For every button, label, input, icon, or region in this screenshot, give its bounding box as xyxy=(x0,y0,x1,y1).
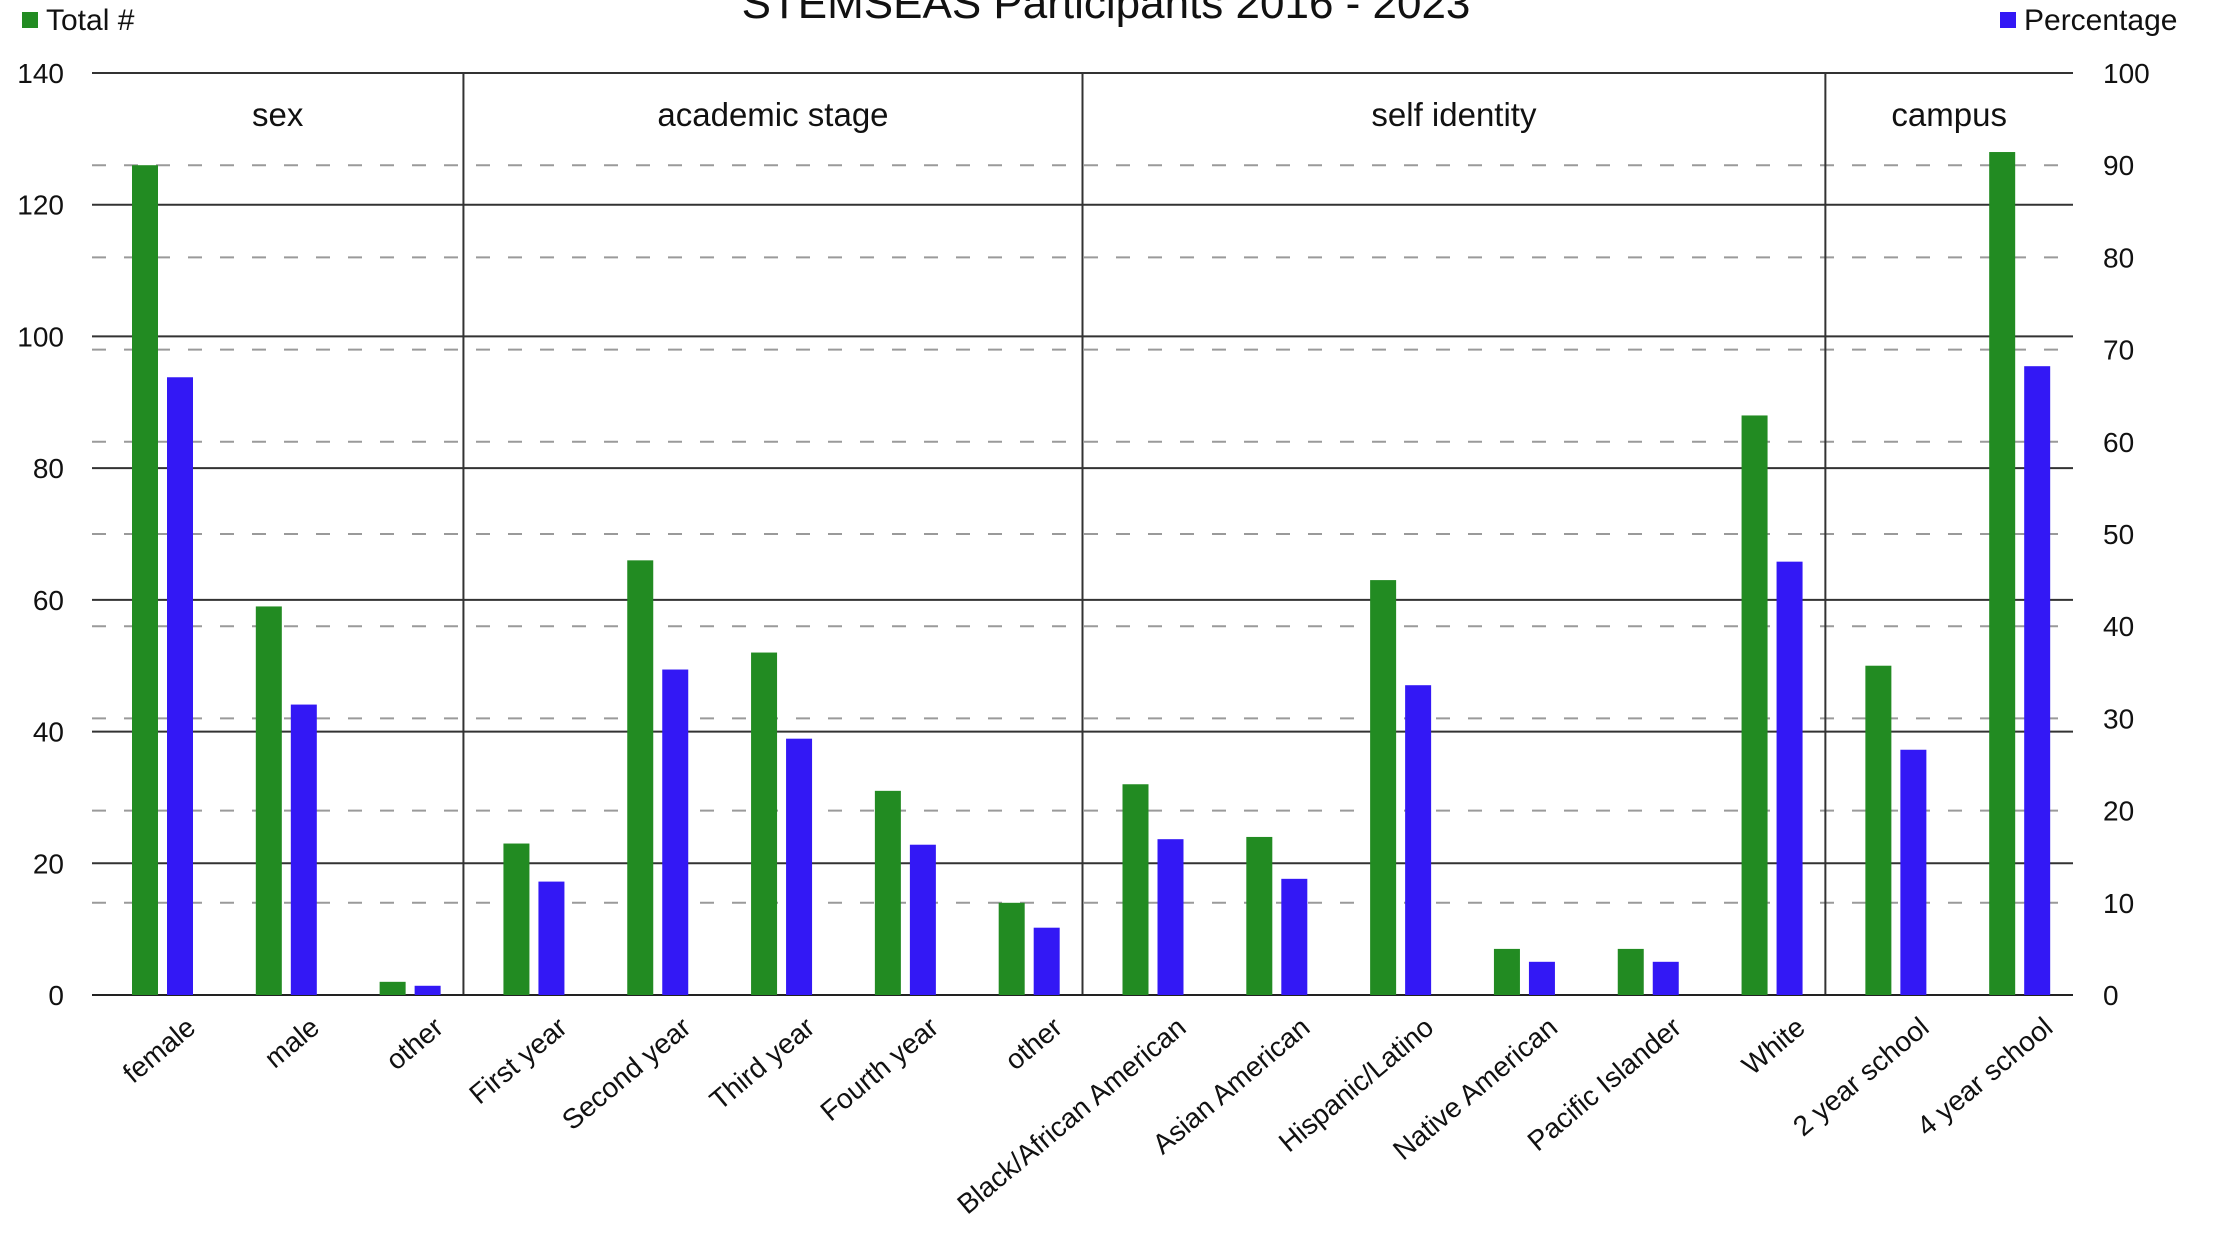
bar-total xyxy=(998,902,1025,995)
x-tick-label: female xyxy=(117,1011,201,1089)
y-right-tick-label: 50 xyxy=(2103,519,2134,550)
y-right-tick-label: 80 xyxy=(2103,242,2134,273)
legend-percentage: Percentage xyxy=(2000,4,2177,37)
bar-percentage xyxy=(1776,561,1803,995)
legend-swatch-percentage xyxy=(2000,12,2016,28)
bar-percentage xyxy=(1652,961,1679,995)
bar-total xyxy=(1617,948,1644,995)
x-tick-label: Fourth year xyxy=(814,1011,944,1127)
y-left-tick-label: 80 xyxy=(33,453,64,484)
group-label: sex xyxy=(252,96,304,133)
bar-total xyxy=(1741,415,1768,995)
y-right-tick-label: 0 xyxy=(2103,980,2119,1011)
bar-total xyxy=(1989,152,2016,995)
y-right-tick-label: 30 xyxy=(2103,703,2134,734)
x-tick-label: Second year xyxy=(556,1011,696,1136)
x-tick-label: other xyxy=(380,1011,449,1076)
bar-total xyxy=(627,560,654,995)
x-tick-label: 4 year school xyxy=(1911,1011,2059,1142)
bar-total xyxy=(132,165,158,995)
legend-swatch-total xyxy=(22,12,38,28)
y-right-tick-label: 100 xyxy=(2103,58,2150,89)
bar-percentage xyxy=(1281,878,1308,995)
bar-total xyxy=(379,981,406,995)
group-label: campus xyxy=(1891,96,2007,133)
bar-percentage xyxy=(786,738,813,995)
y-left-tick-label: 40 xyxy=(33,717,64,748)
bar-total xyxy=(1246,836,1273,995)
bar-percentage xyxy=(290,704,317,995)
y-right-tick-label: 10 xyxy=(2103,888,2134,919)
group-label: self identity xyxy=(1371,96,1537,133)
y-left-tick-label: 60 xyxy=(33,585,64,616)
y-left-tick-label: 20 xyxy=(33,848,64,879)
y-right-tick-label: 70 xyxy=(2103,335,2134,366)
y-left-tick-label: 0 xyxy=(48,980,64,1011)
chart-title: STEMSEAS Participants 2016 - 2023 xyxy=(742,0,1471,28)
y-left-tick-label: 120 xyxy=(17,190,64,221)
x-tick-label: Third year xyxy=(704,1011,820,1116)
x-tick-label: other xyxy=(999,1011,1068,1076)
legend-label-total: Total # xyxy=(46,4,135,37)
bar-percentage xyxy=(538,881,565,995)
legend-label-percentage: Percentage xyxy=(2024,4,2177,37)
axes: 0 10 20 30 40 50 60 70 80 90 100 0 20 40 60 80 100 120 140 xyxy=(17,58,2149,1011)
bar-total xyxy=(874,790,901,995)
bar-percentage xyxy=(1033,927,1060,995)
y-right-tick-label: 40 xyxy=(2103,611,2134,642)
legend-total: Total # xyxy=(22,4,135,37)
group-label: academic stage xyxy=(657,96,888,133)
bar-total xyxy=(751,652,778,995)
x-tick-label: Black/African American xyxy=(951,1011,1191,1220)
bar-total xyxy=(255,606,282,995)
bar-total xyxy=(1122,784,1149,995)
bars xyxy=(132,152,2051,995)
y-left-tick-label: 140 xyxy=(17,58,64,89)
bar-total xyxy=(503,843,530,995)
bar-percentage xyxy=(1405,685,1432,995)
bar-percentage xyxy=(414,985,441,995)
y-right-tick-label: 60 xyxy=(2103,427,2134,458)
x-tick-label: White xyxy=(1736,1011,1811,1081)
y-right-tick-label: 20 xyxy=(2103,796,2134,827)
x-tick-label: 2 year school xyxy=(1787,1011,1935,1142)
bar-percentage xyxy=(2024,366,2051,995)
bar-percentage xyxy=(1900,749,1927,995)
bar-percentage xyxy=(1157,839,1184,995)
x-tick-label: First year xyxy=(463,1011,572,1110)
bar-percentage xyxy=(1528,961,1555,995)
x-tick-label: male xyxy=(259,1011,325,1074)
y-left-tick-label: 100 xyxy=(17,321,64,352)
bar-total xyxy=(1493,948,1520,995)
bar-percentage xyxy=(167,377,193,995)
bar-total xyxy=(1370,580,1397,995)
bar-percentage xyxy=(662,669,689,995)
bar-total xyxy=(1865,665,1892,995)
bar-percentage xyxy=(909,844,936,995)
y-right-tick-label: 90 xyxy=(2103,150,2134,181)
